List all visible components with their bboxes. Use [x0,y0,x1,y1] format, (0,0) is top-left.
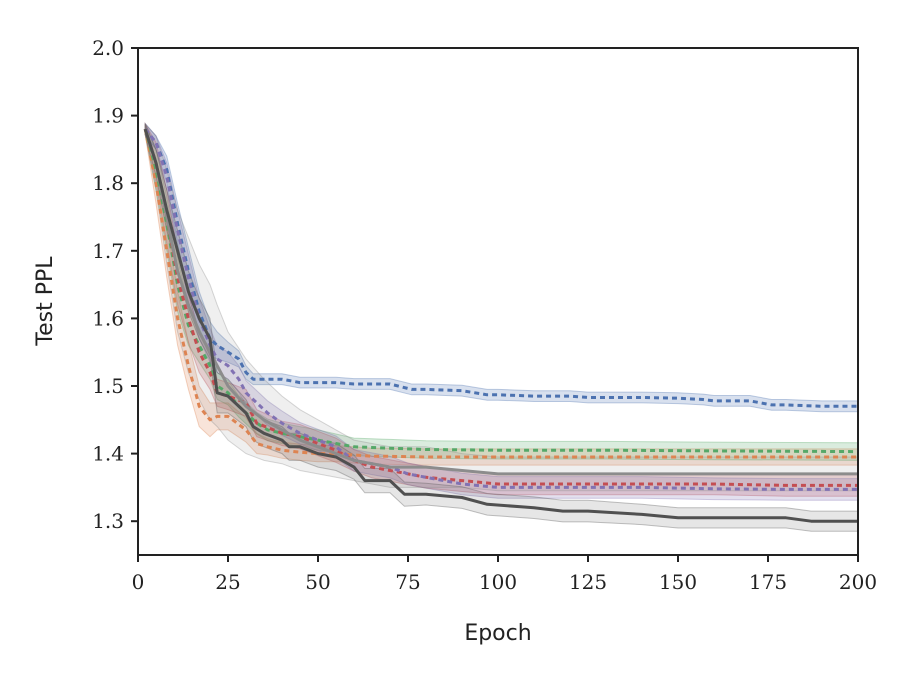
y-axis: 1.3 1.4 1.5 1.6 1.7 1.8 1.9 2.0 [92,36,138,533]
y-tick-label: 1.9 [92,104,124,128]
y-tick-label: 1.8 [92,171,124,195]
y-tick-label: 1.5 [92,374,124,398]
x-tick-label: 200 [839,570,877,594]
y-axis-title: Test PPL [33,256,58,347]
x-tick-label: 0 [132,570,145,594]
x-axis-title: Epoch [464,621,531,646]
series-1-line [144,128,858,408]
series-7-line [143,128,858,523]
y-tick-label: 1.7 [92,239,124,263]
y-tick-label: 2.0 [92,36,124,60]
x-tick-label: 50 [305,570,330,594]
y-tick-label: 1.4 [92,442,124,466]
confidence-bands [144,121,859,532]
series-3-line [143,128,859,454]
series-2-line [143,128,858,459]
x-tick-label: 75 [395,570,420,594]
y-tick-label: 1.3 [92,509,124,533]
x-tick-label: 150 [659,570,697,594]
x-tick-label: 25 [215,570,240,594]
x-tick-label: 100 [479,570,517,594]
series-6-line [143,128,858,476]
series-5-line [144,128,858,491]
x-tick-label: 175 [749,570,787,594]
x-tick-label: 125 [569,570,607,594]
y-tick-label: 1.6 [92,306,124,330]
x-axis: 0 25 50 75 100 125 150 175 200 [132,555,877,594]
series-lines [143,128,859,523]
